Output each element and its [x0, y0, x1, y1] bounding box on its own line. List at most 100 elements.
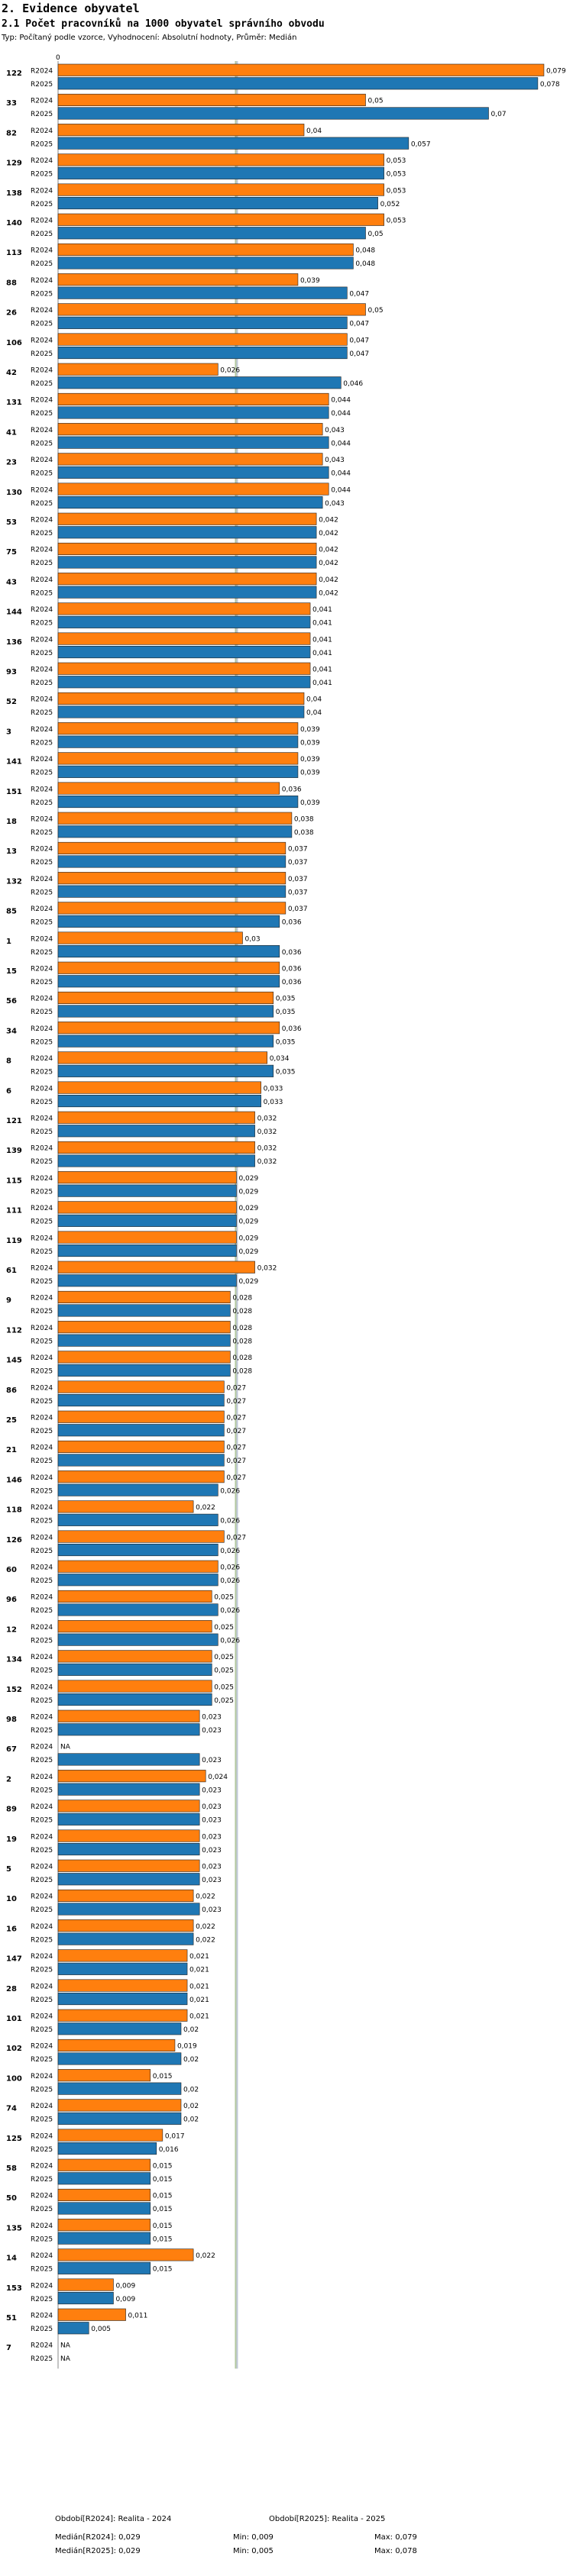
bar-r2025: [57, 1244, 237, 1257]
bar-r2025: [57, 765, 299, 778]
bar-r2024: [57, 1351, 231, 1364]
value-label: 0,028: [232, 1295, 252, 1303]
value-label: 0,02: [183, 2103, 199, 2110]
bar-r2024: [57, 812, 293, 825]
bar-r2024: [57, 841, 286, 854]
category-label: 25: [6, 1416, 17, 1425]
series-label: R2024: [31, 846, 53, 854]
footer-max-2025: Max: 0,078: [374, 2547, 417, 2555]
value-label: 0,035: [276, 1069, 296, 1077]
series-label: R2024: [31, 1025, 53, 1033]
category-label: 151: [6, 788, 22, 796]
bar-r2025: [57, 1005, 274, 1018]
value-label: 0,047: [349, 337, 369, 344]
value-label: 0,022: [196, 2252, 215, 2260]
bar-r2024: [57, 2069, 151, 2082]
value-label: 0,042: [319, 547, 338, 554]
value-label: 0,027: [226, 1384, 246, 1392]
series-label: R2025: [31, 440, 53, 447]
bar-r2024: [57, 1800, 200, 1813]
category-label: 2: [6, 1775, 11, 1784]
bar-r2024: [57, 1111, 255, 1124]
value-label: 0,028: [232, 1338, 252, 1345]
series-label: R2025: [31, 829, 53, 837]
bar-r2025: [57, 1723, 200, 1736]
series-label: R2024: [31, 696, 53, 704]
value-label: 0,027: [226, 1457, 246, 1465]
category-label: 100: [6, 2074, 22, 2083]
value-label: 0,037: [288, 876, 308, 883]
series-label: R2025: [31, 1967, 53, 1974]
footer-min-2024: Min: 0,009: [233, 2533, 274, 2542]
bar-r2024: [57, 1560, 219, 1573]
bar-r2024: [57, 1770, 206, 1783]
value-label: 0,044: [331, 486, 351, 494]
bar-r2024: [57, 1201, 237, 1214]
series-label: R2025: [31, 111, 53, 118]
category-label: 147: [6, 1955, 22, 1964]
value-label: 0,015: [153, 2235, 173, 2243]
bar-r2025: [57, 406, 329, 419]
series-label: R2025: [31, 2206, 53, 2213]
bar-r2024: [57, 782, 280, 795]
bar-r2025: [57, 1932, 194, 1945]
footer-median-2024: Medián[R2024]: 0,029: [55, 2533, 141, 2542]
value-label: 0,039: [300, 739, 320, 747]
category-label: 125: [6, 2135, 22, 2143]
series-label: R2025: [31, 1936, 53, 1944]
bar-r2024: [57, 1889, 194, 1902]
value-label: 0,029: [238, 1235, 258, 1242]
value-label: 0,02: [183, 2056, 199, 2064]
series-label: R2025: [31, 589, 53, 597]
series-label: R2024: [31, 1474, 53, 1482]
axis-zero-label: 0: [56, 54, 60, 62]
bar-r2024: [57, 602, 311, 615]
series-label: R2024: [31, 2282, 53, 2290]
series-label: R2024: [31, 1564, 53, 1572]
series-label: R2024: [31, 576, 53, 584]
bar-r2025: [57, 137, 410, 150]
series-label: R2024: [31, 2073, 53, 2080]
series-label: R2025: [31, 560, 53, 567]
category-label: 145: [6, 1357, 22, 1365]
series-label: R2024: [31, 667, 53, 674]
series-label: R2024: [31, 1205, 53, 1212]
series-label: R2024: [31, 2193, 53, 2200]
footer-period-2025: Období[R2025]: Realita - 2025: [269, 2515, 386, 2523]
bar-r2024: [57, 1829, 200, 1842]
value-label: 0,021: [189, 1983, 209, 1990]
series-label: R2024: [31, 1654, 53, 1661]
value-label: 0,039: [300, 799, 320, 807]
series-label: R2025: [31, 919, 53, 927]
value-label: 0,011: [128, 2313, 148, 2320]
bar-r2024: [57, 2039, 176, 2051]
category-label: 118: [6, 1506, 22, 1515]
category-label: 146: [6, 1476, 22, 1484]
value-label: 0,038: [294, 829, 314, 837]
category-label: 26: [6, 309, 17, 318]
chart-footer: Období[R2024]: Realita - 2024 Období[R20…: [0, 2512, 573, 2573]
series-label: R2025: [31, 680, 53, 687]
value-label: 0,053: [387, 157, 406, 165]
bar-r2025: [57, 1064, 274, 1077]
bar-r2025: [57, 316, 348, 329]
bar-r2024: [57, 1290, 231, 1303]
bar-r2025: [57, 196, 378, 210]
series-label: R2025: [31, 859, 53, 867]
series-label: R2024: [31, 2043, 53, 2051]
bar-r2024: [57, 1171, 237, 1184]
bar-r2025: [57, 1753, 200, 1766]
series-label: R2025: [31, 1637, 53, 1645]
category-label: 130: [6, 489, 22, 497]
value-label: 0,022: [196, 1893, 215, 1901]
category-label: 88: [6, 279, 17, 287]
series-label: R2025: [31, 1757, 53, 1764]
chart-subtitle: Typ: Počítaný podle vzorce, Vyhodnocení:…: [2, 34, 297, 42]
bar-r2024: [57, 961, 280, 974]
value-label: 0,025: [214, 1697, 234, 1705]
category-label: 119: [6, 1237, 22, 1245]
value-label: 0,029: [238, 1219, 258, 1226]
series-label: R2024: [31, 1744, 53, 1751]
series-label: R2025: [31, 1577, 53, 1585]
bar-r2024: [57, 392, 329, 406]
